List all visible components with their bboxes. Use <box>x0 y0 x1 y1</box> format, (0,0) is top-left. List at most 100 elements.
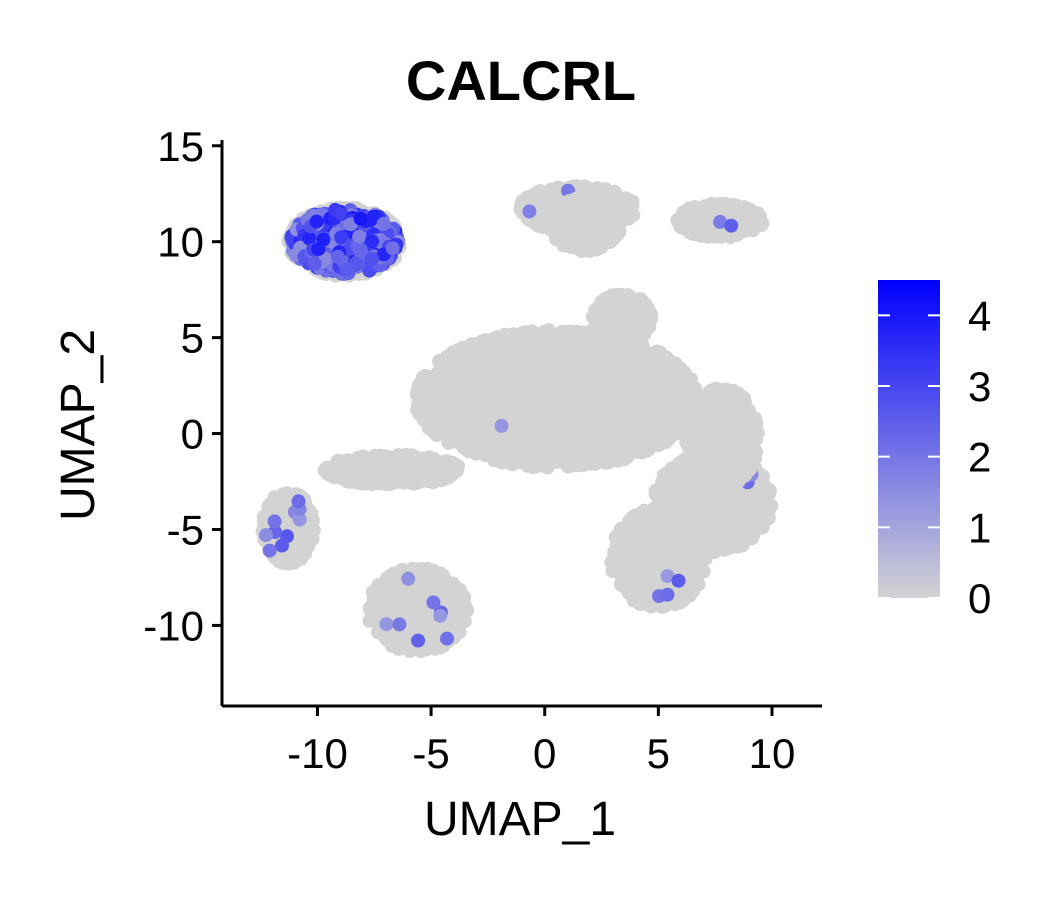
cell-point <box>306 523 321 538</box>
cell-point-expressing <box>309 214 324 229</box>
cell-point <box>596 403 611 418</box>
cell-point <box>376 628 391 643</box>
cell-point <box>607 297 622 312</box>
cell-point-expressing <box>292 512 307 527</box>
cell-point <box>471 408 486 423</box>
cell-point-expressing <box>440 631 454 646</box>
cell-point <box>490 431 504 446</box>
cell-point <box>452 402 467 417</box>
cell-point <box>387 636 402 651</box>
cell-point <box>446 583 461 598</box>
cell-point <box>536 414 551 429</box>
cell-point <box>553 415 567 430</box>
cell-point <box>442 433 457 448</box>
points-layer <box>255 179 779 659</box>
cell-point-expressing <box>330 249 345 264</box>
cell-point <box>506 348 521 363</box>
cell-point <box>275 501 290 516</box>
cell-point <box>508 398 523 413</box>
cell-point-expressing <box>365 234 379 249</box>
cell-point <box>424 638 439 653</box>
cell-point <box>505 383 520 397</box>
cell-point <box>399 448 414 462</box>
cell-point <box>399 471 414 486</box>
cell-point <box>584 434 599 449</box>
cell-point <box>476 438 491 453</box>
cell-point-expressing <box>275 538 289 553</box>
cell-point <box>256 511 271 526</box>
cell-point <box>516 429 531 444</box>
cell-point-expressing <box>267 514 282 529</box>
cell-point <box>632 328 647 343</box>
cluster-1 <box>255 486 321 571</box>
cell-point-expressing <box>334 230 349 245</box>
cell-point <box>436 391 450 406</box>
cell-point-expressing <box>334 207 349 222</box>
cluster-4 <box>317 448 466 492</box>
cell-point-expressing <box>259 528 273 543</box>
cell-point <box>549 450 564 465</box>
cell-point <box>521 351 535 366</box>
cell-point <box>549 364 564 379</box>
cell-point-expressing <box>291 494 306 509</box>
cluster-2 <box>362 561 475 659</box>
cell-point-expressing <box>376 216 391 231</box>
cell-point <box>571 366 586 381</box>
cell-point-expressing <box>307 256 322 271</box>
cell-point-expressing <box>302 231 317 246</box>
cell-point <box>430 371 444 386</box>
cluster-3 <box>409 323 704 475</box>
cell-point <box>594 445 609 460</box>
cell-point <box>293 545 308 560</box>
cell-point <box>467 384 482 399</box>
cell-point <box>452 615 467 630</box>
cell-point <box>415 579 430 594</box>
cell-point <box>577 391 592 406</box>
cell-point <box>362 455 377 470</box>
cell-point <box>449 357 464 372</box>
cell-point <box>412 377 427 392</box>
cell-point <box>487 331 502 346</box>
cell-point <box>639 351 654 366</box>
cell-point <box>364 600 379 615</box>
cell-point <box>547 345 562 360</box>
cell-point <box>525 391 540 406</box>
cell-point <box>391 585 405 600</box>
cell-point-expressing <box>392 617 407 632</box>
cell-point <box>526 457 541 472</box>
cell-point <box>536 325 551 340</box>
cell-point <box>474 338 489 353</box>
cell-point <box>655 432 670 447</box>
cell-point-expressing <box>379 617 394 632</box>
cell-point-expressing <box>411 633 426 648</box>
cell-point <box>423 566 438 581</box>
cell-point <box>638 380 653 395</box>
cluster-0 <box>281 200 407 283</box>
cell-point <box>581 455 596 470</box>
cell-point <box>643 401 658 416</box>
cell-point <box>616 444 631 458</box>
cell-point <box>540 433 555 447</box>
cell-point <box>609 380 624 395</box>
cell-point <box>614 315 629 330</box>
cell-point <box>662 420 677 435</box>
cell-point <box>588 344 603 359</box>
cell-point <box>455 437 470 452</box>
cell-point <box>387 602 402 617</box>
cell-point <box>626 416 641 431</box>
cell-point <box>275 490 290 505</box>
cell-point <box>490 453 505 468</box>
cell-point <box>523 446 538 460</box>
cell-point <box>421 415 436 430</box>
cell-point <box>405 607 420 622</box>
cell-point <box>611 395 626 410</box>
cell-point <box>455 602 470 617</box>
cell-point <box>611 426 626 441</box>
cell-point <box>518 325 533 340</box>
cell-point <box>468 358 483 373</box>
cell-point-expressing <box>385 241 400 256</box>
cell-point <box>570 350 585 365</box>
cell-point <box>419 466 434 481</box>
cell-point <box>588 322 603 337</box>
